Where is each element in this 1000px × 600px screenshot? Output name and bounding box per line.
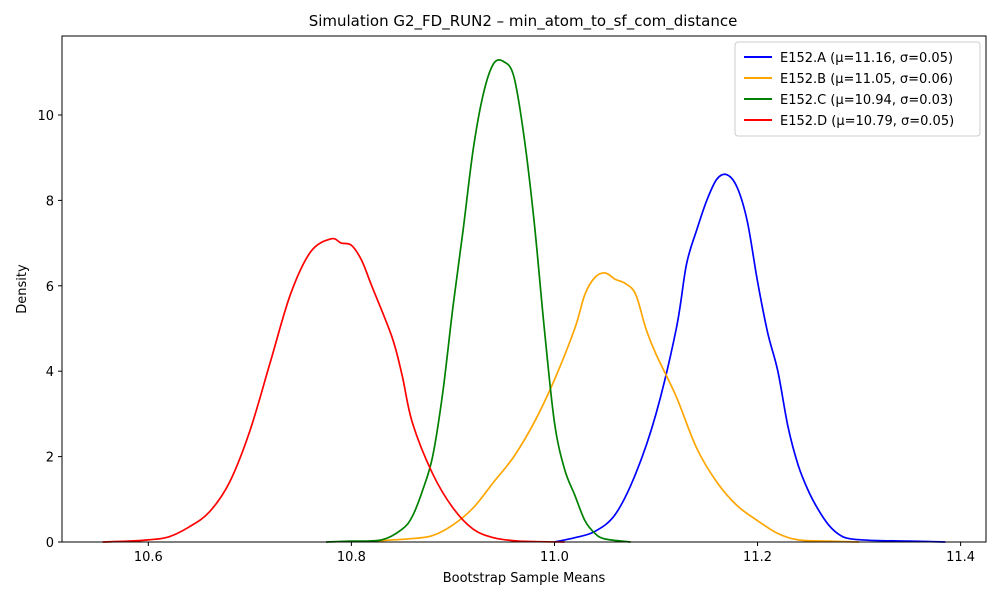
- series-line-2: [371, 272, 860, 543]
- y-tick-label: 10: [37, 109, 54, 124]
- legend-label-4: E152.D (μ=10.79, σ=0.05): [780, 114, 954, 129]
- chart-title: Simulation G2_FD_RUN2 – min_atom_to_sf_c…: [309, 12, 738, 31]
- legend-label-2: E152.B (μ=11.05, σ=0.06): [780, 72, 953, 87]
- legend-label-3: E152.C (μ=10.94, σ=0.03): [780, 93, 953, 108]
- y-tick-label: 2: [46, 451, 54, 466]
- legend-label-1: E152.A (μ=11.16, σ=0.05): [780, 51, 953, 66]
- axis-ticks: 10.6 10.8 11.0 11.2 11.4 0 2 4 6 8 10: [37, 109, 975, 565]
- series-line-3: [325, 59, 631, 543]
- x-axis-label: Bootstrap Sample Means: [443, 571, 606, 586]
- legend-box: [734, 41, 981, 137]
- y-tick-label: 4: [46, 365, 54, 380]
- x-tick-label: 11.0: [540, 550, 569, 565]
- plot-lines: [102, 59, 946, 543]
- series-line-1: [554, 173, 946, 543]
- x-tick-label: 11.2: [743, 550, 772, 565]
- plot-frame: [61, 35, 987, 543]
- y-tick-label: 6: [46, 280, 54, 295]
- y-tick-label: 0: [46, 536, 54, 551]
- x-tick-label: 10.8: [337, 550, 366, 565]
- x-tick-label: 10.6: [134, 550, 163, 565]
- x-tick-label: 11.4: [946, 550, 975, 565]
- y-tick-label: 8: [46, 194, 54, 209]
- legend: E152.A (μ=11.16, σ=0.05) E152.B (μ=11.05,…: [734, 41, 981, 137]
- series-line-4: [102, 237, 565, 543]
- y-axis-label: Density: [15, 264, 30, 314]
